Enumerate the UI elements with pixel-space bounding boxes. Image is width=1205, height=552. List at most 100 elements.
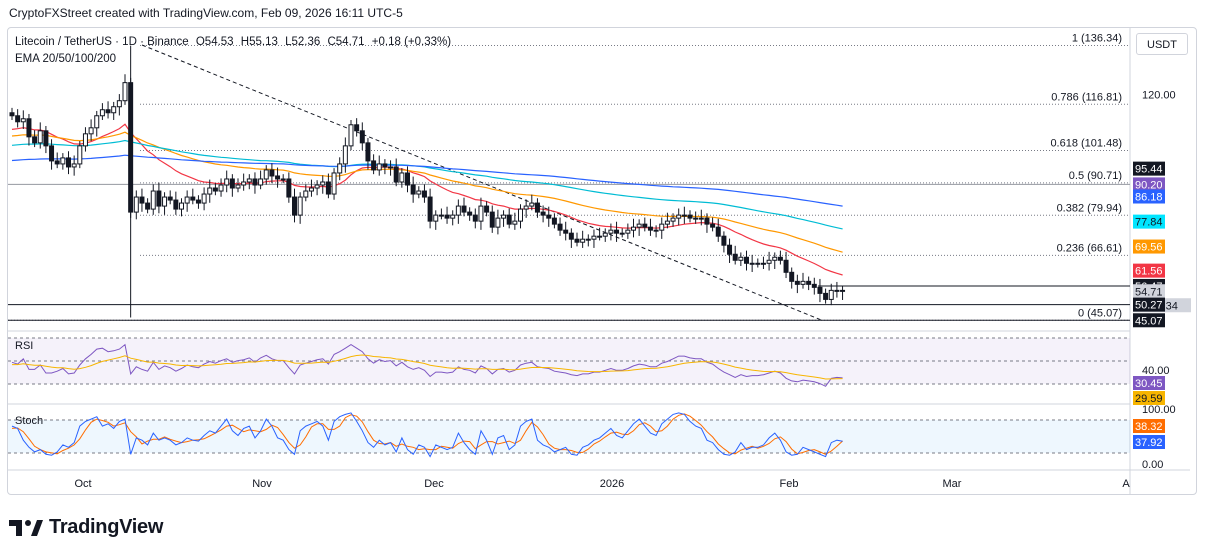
- candle-body: [840, 289, 846, 292]
- candle-body: [444, 214, 450, 219]
- tradingview-logo-icon: [9, 519, 43, 536]
- currency-selector[interactable]: USDT: [1136, 33, 1188, 55]
- candle-body: [591, 235, 597, 240]
- candle-body: [523, 205, 529, 210]
- candle-body: [26, 118, 32, 138]
- candle-body: [201, 193, 207, 204]
- candle-body: [235, 184, 241, 189]
- price-tag-value: 90.20: [1135, 179, 1163, 191]
- candle-body: [376, 163, 382, 171]
- fib-level-label: 0.5 (90.71): [1069, 170, 1122, 182]
- candle-body: [325, 181, 331, 195]
- candle-body: [557, 223, 563, 231]
- candle-body: [88, 127, 94, 135]
- candle-body: [167, 196, 173, 201]
- candle-body: [766, 259, 772, 264]
- candle-body: [252, 178, 258, 186]
- candle-body: [263, 169, 269, 180]
- candle-body: [664, 220, 670, 225]
- ema50-line: [11, 131, 843, 253]
- stoch-band: [8, 420, 1130, 453]
- candle-body: [82, 133, 88, 147]
- candle-body: [834, 289, 840, 292]
- candle-body: [597, 235, 603, 238]
- candle-body: [693, 217, 699, 220]
- time-axis-label: 2026: [600, 478, 624, 490]
- time-axis-label: Feb: [780, 478, 799, 490]
- candle-body: [269, 169, 275, 177]
- low-value: L52.36: [285, 36, 321, 48]
- candle-body: [308, 187, 314, 192]
- candle-body: [421, 190, 427, 198]
- candle-body: [54, 160, 60, 165]
- candle-body: [190, 196, 196, 201]
- fib-level-label: 0.382 (79.94): [1057, 202, 1122, 214]
- descending-trendline: [141, 44, 823, 321]
- price-tag-value: 77.84: [1135, 217, 1163, 229]
- candle-body: [732, 253, 738, 261]
- symbol-title[interactable]: Litecoin / TetherUS · 1D · Binance: [15, 36, 189, 48]
- price-tag: [1133, 214, 1165, 229]
- fib-level-label: 0.786 (116.81): [1051, 91, 1122, 103]
- rsi-ma-line: [12, 354, 843, 380]
- candle-body: [540, 211, 546, 216]
- candle-body: [450, 214, 456, 219]
- rsi-pane-label: RSI: [15, 340, 33, 352]
- ema-legend[interactable]: EMA 20/50/100/200: [15, 53, 117, 65]
- candle-body: [546, 214, 552, 219]
- candle-body: [331, 172, 337, 195]
- candle-body: [393, 166, 399, 183]
- candle-body: [43, 130, 49, 147]
- chart-credit: CryptoFXStreet created with TradingView.…: [9, 6, 403, 20]
- chart-frame: [7, 27, 1197, 495]
- tradingview-logo[interactable]: TradingView: [9, 516, 163, 539]
- ema100-line: [11, 139, 843, 230]
- candle-body: [246, 178, 252, 183]
- candle-body: [133, 196, 139, 213]
- candle-body: [704, 217, 710, 225]
- candle-body: [320, 181, 326, 186]
- ema200-line: [11, 154, 843, 207]
- candle-body: [687, 214, 693, 219]
- time-axis-label: Mar: [943, 478, 962, 490]
- fib-level-label: 0.236 (66.61): [1057, 242, 1122, 254]
- candle-body: [195, 199, 201, 204]
- stoch-value-tag: [1133, 419, 1165, 433]
- candle-body: [122, 82, 128, 102]
- candle-body: [9, 112, 15, 117]
- candle-body: [647, 226, 653, 231]
- candle-body: [828, 289, 834, 300]
- fib-level-label: 0.618 (101.48): [1050, 137, 1122, 149]
- candle-body: [37, 130, 43, 144]
- price-axis-label: 120.00: [1142, 90, 1176, 102]
- candle-body: [150, 190, 156, 210]
- candle-body: [800, 280, 806, 285]
- candle-body: [224, 178, 230, 186]
- stoch-k-line: [11, 412, 843, 458]
- price-tag: [1133, 297, 1165, 312]
- candle-body: [676, 214, 682, 219]
- candle-body: [280, 178, 286, 181]
- candle-body: [15, 115, 21, 123]
- candle-body: [619, 232, 625, 235]
- candle-body: [20, 118, 26, 123]
- candle-body: [744, 256, 749, 264]
- candle-body: [653, 229, 659, 232]
- price-tag: [1133, 263, 1165, 278]
- change-value: +0.18 (+0.33%): [371, 36, 452, 48]
- stoch-pane-label: Stoch: [15, 415, 43, 427]
- candle-body: [738, 256, 744, 261]
- candle-body: [184, 196, 190, 204]
- rsi-value-tag: [1133, 391, 1165, 405]
- candle-body: [66, 157, 71, 168]
- candle-body: [512, 220, 518, 225]
- high-value: H55.13: [240, 36, 278, 48]
- rsi-axis-label: 40.00: [1142, 365, 1170, 377]
- candle-body: [212, 187, 218, 192]
- candle-body: [698, 217, 704, 220]
- candle-body: [258, 178, 264, 186]
- candle-body: [365, 142, 371, 162]
- candle-body: [139, 196, 145, 204]
- candle-body: [337, 163, 343, 174]
